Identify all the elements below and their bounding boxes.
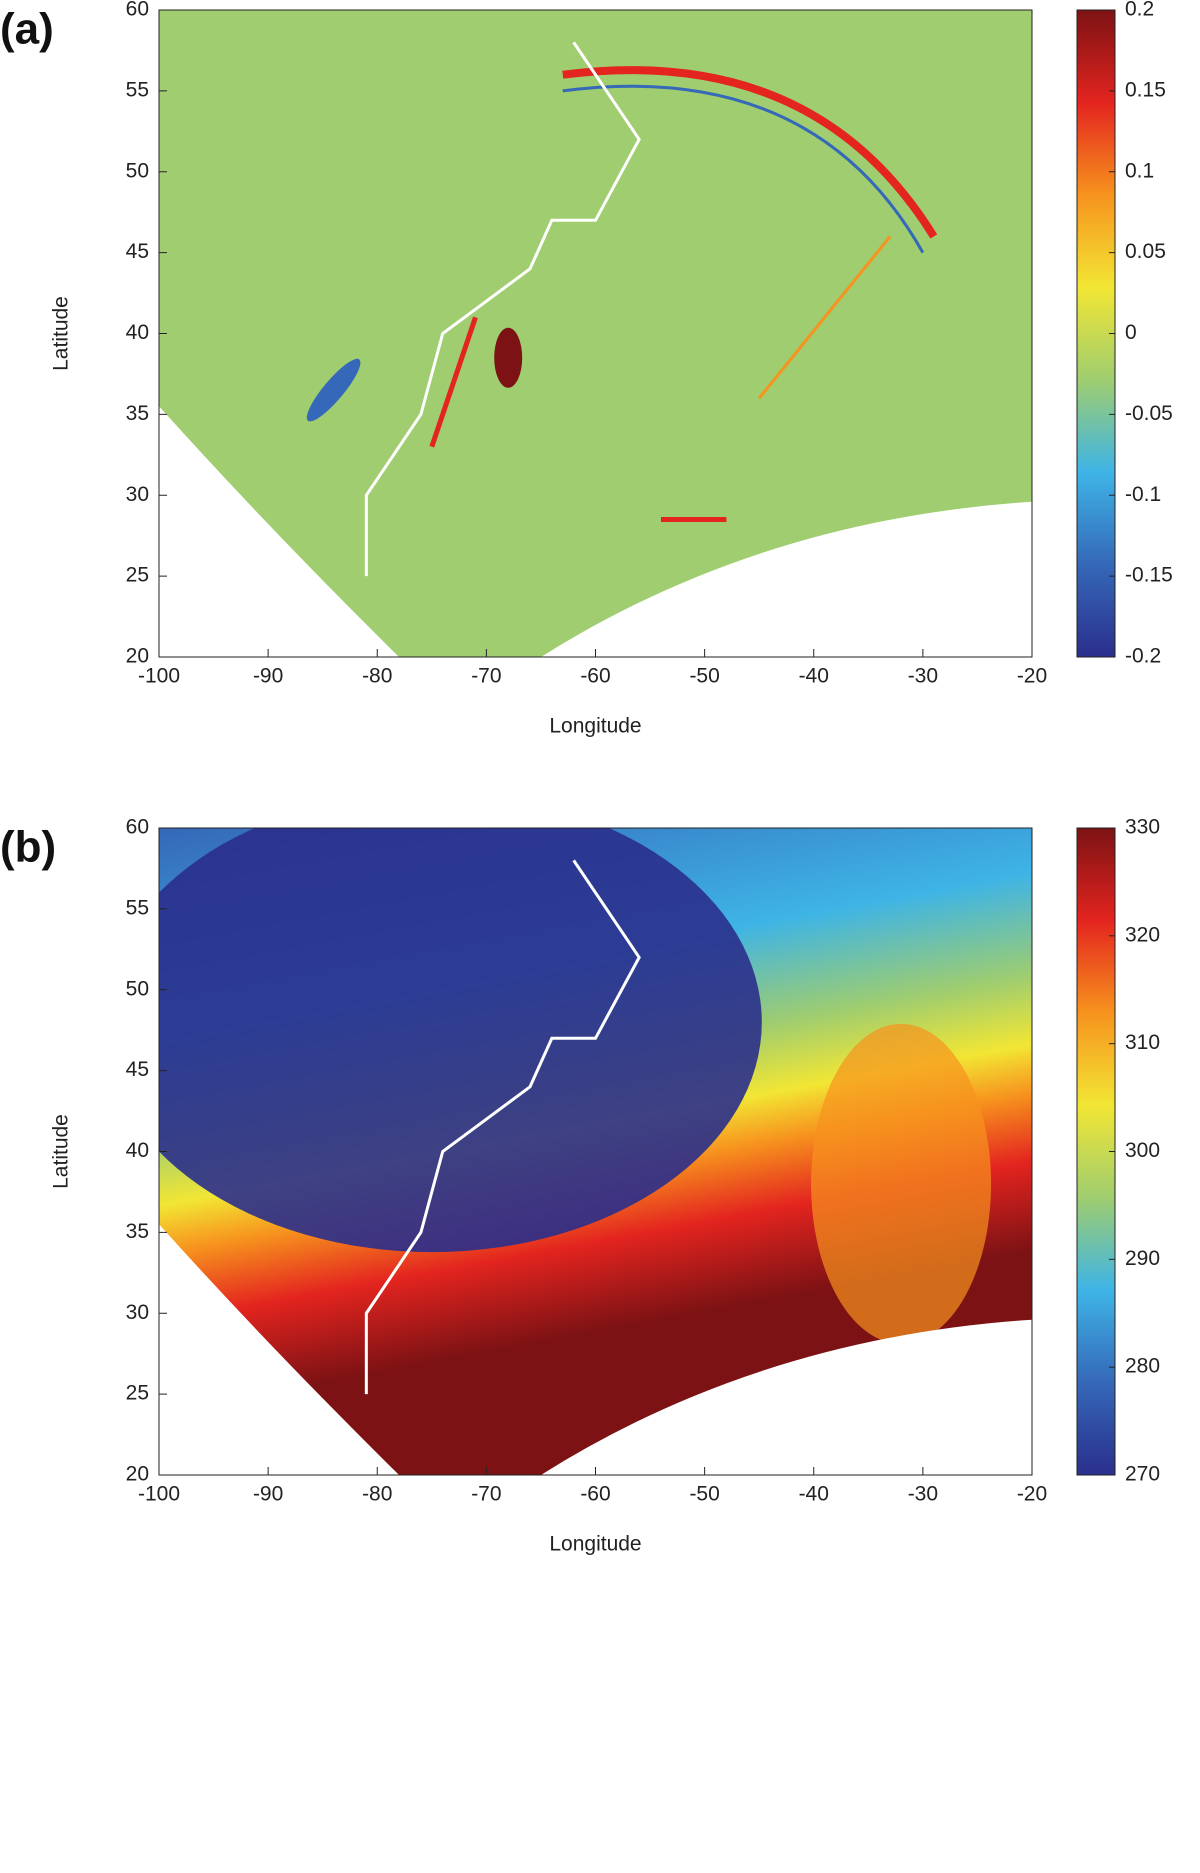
x-tick-label: -90 (253, 1483, 283, 1506)
y-tick-label: 20 (126, 645, 149, 668)
y-tick-label: 50 (126, 977, 149, 1000)
y-tick-label: 60 (126, 0, 149, 21)
colorbar-tick-label: 300 (1125, 1139, 1160, 1162)
x-tick-label: -20 (1017, 1483, 1047, 1506)
x-tick-label: -100 (138, 665, 180, 688)
colorbar-tick-label: 0.1 (1125, 159, 1154, 182)
wave (562, 66, 938, 239)
y-axis-label: Latitude (50, 296, 73, 371)
domain-mask (540, 1319, 1032, 1475)
colorbar-tick-label: 290 (1125, 1247, 1160, 1270)
field (159, 828, 1032, 1475)
colorbar-tick-label: 0.2 (1125, 0, 1154, 21)
colorbar-tick-label: 320 (1125, 923, 1160, 946)
panel-label: (b) (0, 823, 56, 872)
x-tick-label: -100 (138, 1483, 180, 1506)
coastline (364, 859, 641, 1395)
blob (494, 327, 523, 388)
x-tick-label: -80 (362, 1483, 392, 1506)
streak (429, 316, 478, 448)
x-axis-label: Longitude (549, 1533, 641, 1556)
domain-mask (159, 406, 400, 657)
streak (758, 235, 892, 400)
y-tick-label: 60 (126, 816, 149, 839)
x-tick-label: -80 (362, 665, 392, 688)
y-axis-label: Latitude (50, 1114, 73, 1189)
colorbar-tick-label: 0 (1125, 321, 1137, 344)
x-tick-label: -40 (799, 1483, 829, 1506)
x-tick-label: -70 (471, 665, 501, 688)
x-tick-label: -20 (1017, 665, 1047, 688)
y-tick-label: 35 (126, 1220, 149, 1243)
colorbar-tick-label: 330 (1125, 816, 1160, 839)
colorbar-tick-label: 280 (1125, 1355, 1160, 1378)
y-tick-label: 50 (126, 159, 149, 182)
x-tick-label: -30 (908, 1483, 938, 1506)
x-tick-label: -70 (471, 1483, 501, 1506)
coastline (364, 41, 641, 577)
y-tick-label: 55 (126, 78, 149, 101)
y-tick-label: 45 (126, 1058, 149, 1081)
y-tick-label: 40 (126, 1139, 149, 1162)
colorbar-tick-label: 270 (1125, 1463, 1160, 1486)
colorbar-tick-label: 0.15 (1125, 78, 1166, 101)
wave (562, 84, 925, 254)
y-tick-label: 45 (126, 240, 149, 263)
y-tick-label: 25 (126, 1382, 149, 1405)
y-tick-label: 25 (126, 564, 149, 587)
y-tick-label: 30 (126, 483, 149, 506)
domain-mask (540, 501, 1032, 657)
x-axis-label: Longitude (549, 715, 641, 738)
x-tick-label: -60 (580, 665, 610, 688)
y-tick-label: 40 (126, 321, 149, 344)
y-tick-label: 55 (126, 896, 149, 919)
cold (159, 828, 762, 1253)
x-tick-label: -40 (799, 665, 829, 688)
domain-mask (159, 1224, 400, 1475)
y-tick-label: 35 (126, 402, 149, 425)
y-tick-label: 20 (126, 1463, 149, 1486)
colorbar-tick-label: -0.05 (1125, 402, 1173, 425)
x-tick-label: -50 (689, 1483, 719, 1506)
panel-label: (a) (0, 5, 54, 54)
field (159, 10, 1032, 657)
y-tick-label: 30 (126, 1301, 149, 1324)
colorbar (1076, 9, 1116, 658)
blob (306, 358, 361, 422)
colorbar-tick-label: -0.2 (1125, 645, 1161, 668)
x-tick-label: -90 (253, 665, 283, 688)
colorbar-tick-label: -0.15 (1125, 564, 1173, 587)
x-tick-label: -50 (689, 665, 719, 688)
colorbar-tick-label: -0.1 (1125, 483, 1161, 506)
colorbar-tick-label: 0.05 (1125, 240, 1166, 263)
warm (811, 1023, 992, 1344)
x-tick-label: -30 (908, 665, 938, 688)
colorbar-tick-label: 310 (1125, 1031, 1160, 1054)
x-tick-label: -60 (580, 1483, 610, 1506)
